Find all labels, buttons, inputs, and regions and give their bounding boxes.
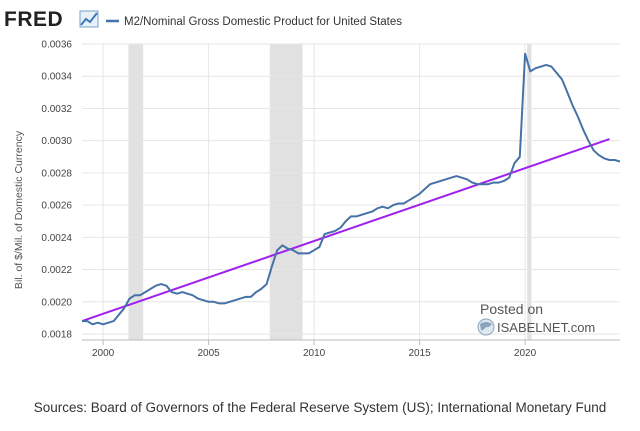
legend-label: M2/Nominal Gross Domestic Product for Un…: [124, 16, 402, 28]
y-axis-label: Bil. of $/Mil. of Domestic Currency: [13, 130, 25, 289]
isabelnet-watermark: Posted on ISABELNET.com: [477, 301, 595, 336]
y-tick-label: 0.0028: [41, 168, 72, 179]
x-tick-label: 2010: [303, 348, 326, 359]
watermark-site: ISABELNET.com: [497, 320, 595, 335]
fred-graph-icon: [79, 10, 99, 28]
y-tick-label: 0.0032: [41, 104, 72, 115]
globe-icon: [477, 318, 495, 336]
x-tick-label: 2000: [92, 348, 115, 359]
recession-band-1: [269, 44, 303, 340]
y-tick-label: 0.0030: [41, 136, 72, 147]
y-tick-label: 0.0024: [41, 233, 72, 244]
fred-logo: FRED: [4, 8, 99, 31]
x-tick-label: 2015: [408, 348, 431, 359]
series-line-m2-gdp: [82, 52, 621, 326]
y-tick-label: 0.0034: [41, 72, 72, 83]
grid-lines: [82, 43, 620, 340]
watermark-posted-on: Posted on: [480, 301, 543, 317]
x-tick-label: 2020: [514, 348, 537, 359]
x-tick-label: 2005: [197, 348, 220, 359]
recession-bands: [128, 44, 532, 340]
y-tick-label: 0.0020: [41, 297, 72, 308]
y-tick-label: 0.0022: [41, 265, 72, 276]
y-tick-label: 0.0026: [41, 201, 72, 212]
sources-note: Sources: Board of Governors of the Feder…: [33, 400, 607, 415]
y-tick-labels: 0.0018 0.0020 0.0022 0.0024 0.0026 0.0028 0.00…: [41, 40, 72, 341]
y-tick-label: 0.0018: [41, 330, 72, 341]
recession-band-0: [128, 44, 144, 340]
x-tick-labels: 2000 2005 2010 2015 2020: [92, 340, 537, 359]
legend: M2/Nominal Gross Domestic Product for Un…: [106, 16, 402, 28]
series-lines: [81, 52, 621, 326]
recession-band-2: [527, 44, 532, 340]
y-tick-label: 0.0036: [41, 40, 72, 51]
fred-logo-text: FRED: [4, 8, 63, 31]
